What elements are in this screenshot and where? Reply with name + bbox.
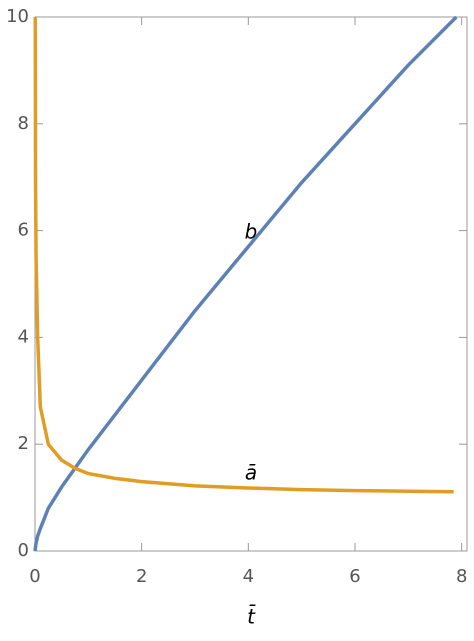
y-tick-label: 2	[18, 433, 29, 454]
y-tick-label: 10	[6, 6, 29, 27]
y-tick-label: 0	[18, 540, 29, 561]
y-tick-label: 6	[18, 220, 29, 241]
y-tick-label: 4	[18, 326, 29, 347]
x-tick-label: 2	[136, 566, 147, 587]
x-tick-label: 6	[349, 566, 360, 587]
series-label: ā	[245, 461, 257, 485]
x-tick-label: 8	[456, 566, 467, 587]
line-series	[33, 16, 454, 494]
series-label: b	[245, 220, 258, 244]
line-series	[33, 15, 458, 552]
y-tick-label: 8	[18, 113, 29, 134]
x-tick-label: 0	[29, 566, 40, 587]
x-axis-label: t̄	[247, 604, 256, 629]
x-tick-label: 4	[243, 566, 254, 587]
